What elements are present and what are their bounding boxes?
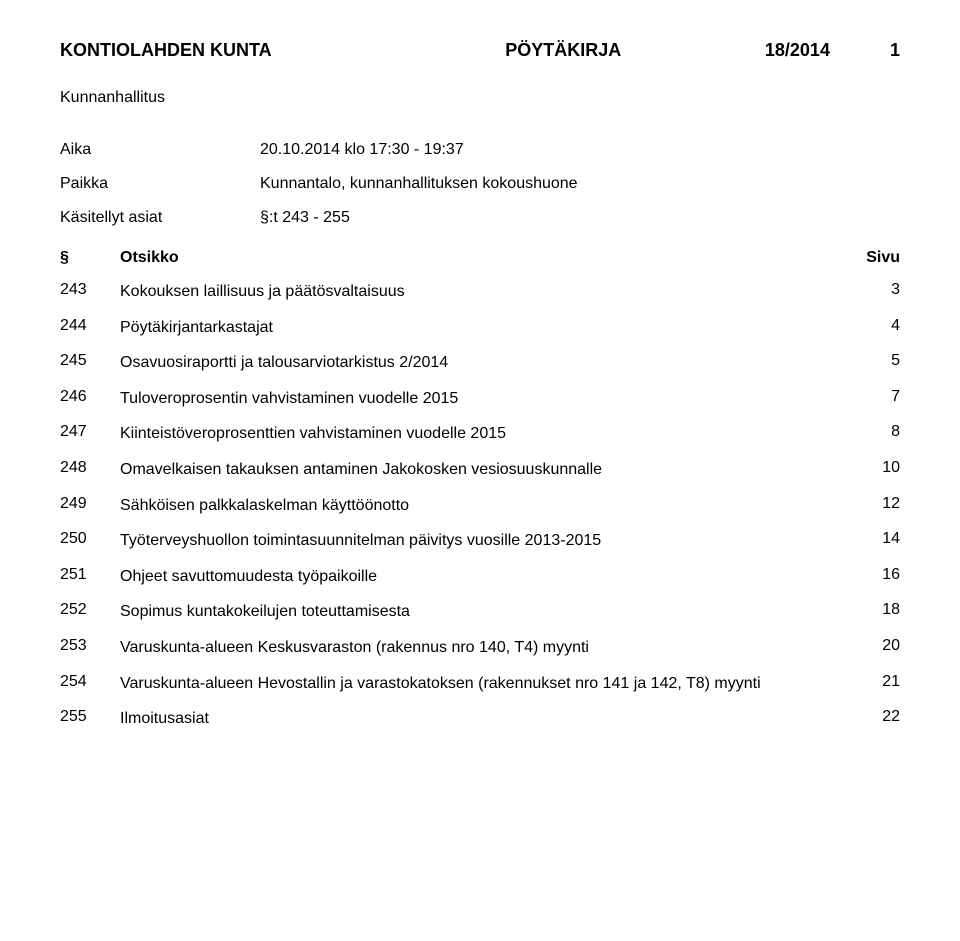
row-num: 245 <box>60 352 120 370</box>
agenda-table: § Otsikko Sivu 243Kokouksen laillisuus j… <box>60 249 900 730</box>
doc-meta: 18/2014 1 <box>765 40 900 61</box>
row-page: 8 <box>840 423 900 441</box>
row-title: Ohjeet savuttomuudesta työpaikoille <box>120 566 840 588</box>
row-num: 250 <box>60 530 120 548</box>
row-num: 246 <box>60 388 120 406</box>
table-header: § Otsikko Sivu <box>60 249 900 267</box>
kasitellyt-value: §:t 243 - 255 <box>260 209 900 227</box>
table-row: 250Työterveyshuollon toimintasuunnitelma… <box>60 530 900 552</box>
meta-paikka: Paikka Kunnantalo, kunnanhallituksen kok… <box>60 175 900 193</box>
row-title: Työterveyshuollon toimintasuunnitelman p… <box>120 530 840 552</box>
row-page: 18 <box>840 601 900 619</box>
row-title: Tuloveroprosentin vahvistaminen vuodelle… <box>120 388 840 410</box>
row-title: Pöytäkirjantarkastajat <box>120 317 840 339</box>
row-title: Omavelkaisen takauksen antaminen Jakokos… <box>120 459 840 481</box>
row-page: 14 <box>840 530 900 548</box>
table-row: 251Ohjeet savuttomuudesta työpaikoille16 <box>60 566 900 588</box>
document-header: KONTIOLAHDEN KUNTA PÖYTÄKIRJA 18/2014 1 <box>60 40 900 61</box>
table-row: 244Pöytäkirjantarkastajat4 <box>60 317 900 339</box>
row-num: 252 <box>60 601 120 619</box>
row-page: 4 <box>840 317 900 335</box>
col-header-page: Sivu <box>840 249 900 267</box>
table-row: 248Omavelkaisen takauksen antaminen Jako… <box>60 459 900 481</box>
row-num: 249 <box>60 495 120 513</box>
row-page: 22 <box>840 708 900 726</box>
table-row: 254Varuskunta-alueen Hevostallin ja vara… <box>60 673 900 695</box>
col-header-sym: § <box>60 249 120 267</box>
row-num: 255 <box>60 708 120 726</box>
row-num: 254 <box>60 673 120 691</box>
row-num: 247 <box>60 423 120 441</box>
row-title: Sopimus kuntakokeilujen toteuttamisesta <box>120 601 840 623</box>
row-page: 12 <box>840 495 900 513</box>
row-title: Sähköisen palkkalaskelman käyttöönotto <box>120 495 840 517</box>
aika-label: Aika <box>60 141 260 159</box>
meta-aika: Aika 20.10.2014 klo 17:30 - 19:37 <box>60 141 900 159</box>
row-title: Ilmoitusasiat <box>120 708 840 730</box>
paikka-label: Paikka <box>60 175 260 193</box>
kasitellyt-label: Käsitellyt asiat <box>60 209 260 227</box>
table-row: 255Ilmoitusasiat22 <box>60 708 900 730</box>
row-title: Varuskunta-alueen Keskusvaraston (rakenn… <box>120 637 840 659</box>
row-page: 20 <box>840 637 900 655</box>
board-name: Kunnanhallitus <box>60 89 900 107</box>
table-row: 253Varuskunta-alueen Keskusvaraston (rak… <box>60 637 900 659</box>
aika-value: 20.10.2014 klo 17:30 - 19:37 <box>260 141 900 159</box>
org-name: KONTIOLAHDEN KUNTA <box>60 40 272 61</box>
row-num: 243 <box>60 281 120 299</box>
doc-number: 18/2014 <box>765 40 830 61</box>
col-header-title: Otsikko <box>120 249 840 267</box>
row-title: Kiinteistöveroprosenttien vahvistaminen … <box>120 423 840 445</box>
row-title: Varuskunta-alueen Hevostallin ja varasto… <box>120 673 840 695</box>
row-page: 3 <box>840 281 900 299</box>
row-num: 248 <box>60 459 120 477</box>
row-page: 21 <box>840 673 900 691</box>
page-number: 1 <box>890 40 900 61</box>
row-num: 253 <box>60 637 120 655</box>
row-page: 16 <box>840 566 900 584</box>
table-row: 243Kokouksen laillisuus ja päätösvaltais… <box>60 281 900 303</box>
row-page: 10 <box>840 459 900 477</box>
table-row: 247Kiinteistöveroprosenttien vahvistamin… <box>60 423 900 445</box>
table-row: 252Sopimus kuntakokeilujen toteuttamises… <box>60 601 900 623</box>
row-page: 7 <box>840 388 900 406</box>
row-title: Osavuosiraportti ja talousarviotarkistus… <box>120 352 840 374</box>
table-row: 245Osavuosiraportti ja talousarviotarkis… <box>60 352 900 374</box>
meta-kasitellyt: Käsitellyt asiat §:t 243 - 255 <box>60 209 900 227</box>
table-body: 243Kokouksen laillisuus ja päätösvaltais… <box>60 281 900 730</box>
row-num: 244 <box>60 317 120 335</box>
paikka-value: Kunnantalo, kunnanhallituksen kokoushuon… <box>260 175 900 193</box>
doc-type: PÖYTÄKIRJA <box>505 40 621 61</box>
table-row: 249Sähköisen palkkalaskelman käyttöönott… <box>60 495 900 517</box>
table-row: 246Tuloveroprosentin vahvistaminen vuode… <box>60 388 900 410</box>
row-page: 5 <box>840 352 900 370</box>
row-title: Kokouksen laillisuus ja päätösvaltaisuus <box>120 281 840 303</box>
row-num: 251 <box>60 566 120 584</box>
